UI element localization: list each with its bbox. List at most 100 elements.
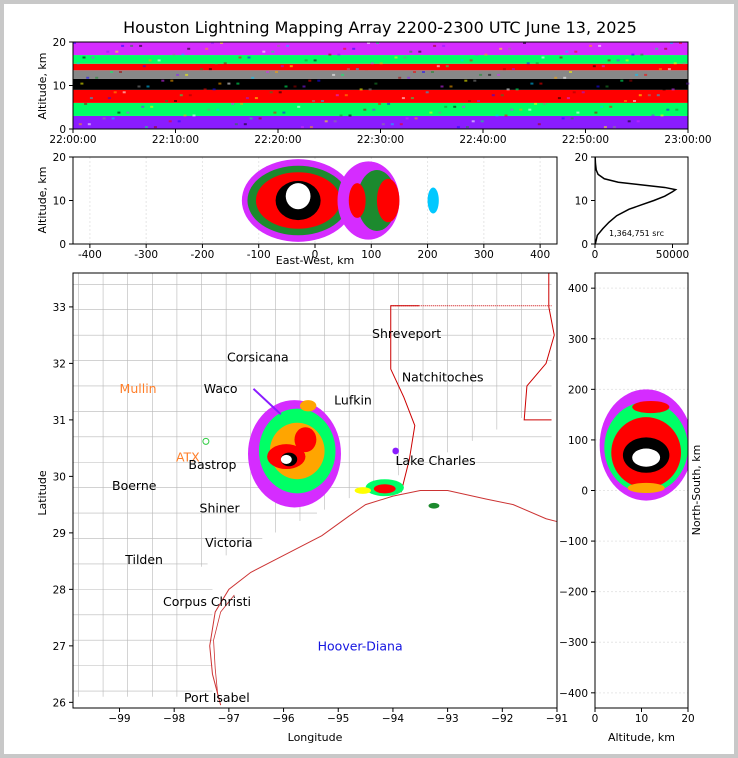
source-speckle <box>589 44 593 47</box>
source-speckle <box>620 79 624 82</box>
source-speckle <box>95 76 99 79</box>
source-speckle <box>374 82 378 85</box>
source-speckle <box>480 120 484 123</box>
source-speckle <box>107 97 111 100</box>
source-speckle <box>574 50 578 53</box>
source-speckle <box>383 82 387 85</box>
source-speckle <box>554 76 558 79</box>
source-speckle <box>635 73 639 76</box>
city-label: Shiner <box>200 501 241 516</box>
source-speckle <box>407 76 411 79</box>
altitude-histogram-panel: 1,364,751 src 0 50000 0 10 20 <box>575 152 690 261</box>
source-speckle <box>640 53 644 56</box>
altitude-band <box>73 78 688 90</box>
source-speckle <box>273 111 277 114</box>
source-density-cell <box>285 183 311 210</box>
source-speckle <box>664 47 668 50</box>
source-speckle <box>401 97 405 100</box>
y-tick-label: 27 <box>53 641 66 653</box>
source-speckle <box>231 102 235 105</box>
y-tick-label: 0 <box>59 239 66 251</box>
source-speckle <box>238 56 242 59</box>
source-speckle <box>576 111 580 114</box>
city-label: Bastrop <box>188 457 236 472</box>
source-speckle <box>502 68 506 71</box>
source-speckle <box>462 105 466 108</box>
source-speckle <box>570 117 574 120</box>
source-speckle <box>468 100 471 102</box>
source-speckle <box>370 62 374 65</box>
source-speckle <box>442 44 446 47</box>
source-speckle <box>187 47 191 50</box>
source-speckle <box>387 102 391 105</box>
y-axis-label: North-South, km <box>690 445 703 536</box>
y-tick-label: 20 <box>575 152 588 164</box>
source-speckle <box>399 123 403 126</box>
source-speckle <box>223 62 227 65</box>
y-tick-label: 10 <box>53 81 66 93</box>
source-speckle <box>278 91 282 94</box>
source-speckle <box>84 102 88 105</box>
source-speckle <box>227 82 231 85</box>
source-speckle <box>656 94 660 97</box>
lightning-streak <box>252 388 282 415</box>
source-speckle <box>130 44 134 47</box>
altitude-band <box>73 55 688 64</box>
source-speckle <box>666 108 670 111</box>
x-tick-label: 200 <box>418 249 438 261</box>
source-speckle <box>557 97 561 100</box>
source-speckle <box>251 76 255 79</box>
source-speckle <box>475 53 479 56</box>
y-tick-label: 31 <box>53 415 66 427</box>
source-speckle <box>675 108 679 111</box>
source-speckle <box>499 47 503 50</box>
source-speckle <box>249 117 253 120</box>
source-speckle <box>460 59 464 62</box>
source-speckle <box>390 123 394 126</box>
source-speckle <box>438 111 442 114</box>
source-speckle <box>469 59 473 62</box>
source-speckle <box>464 79 468 82</box>
source-speckle <box>431 71 434 73</box>
density-layer <box>241 159 439 242</box>
x-tick-label: 22:50:00 <box>562 134 609 146</box>
source-speckle <box>289 65 293 68</box>
source-speckle <box>679 42 682 44</box>
source-speckle <box>308 79 312 82</box>
source-density-cell <box>348 183 366 218</box>
source-speckle <box>266 71 269 73</box>
source-speckle <box>181 53 185 56</box>
source-density-cell <box>428 502 440 509</box>
source-speckle <box>594 111 598 114</box>
city-label: Natchitoches <box>402 370 484 385</box>
source-density-cell <box>299 400 317 412</box>
x-tick-label: 0 <box>312 249 319 261</box>
source-speckle <box>465 126 469 129</box>
density-layer <box>248 388 440 509</box>
source-speckle <box>651 114 655 117</box>
y-tick-label: 26 <box>53 697 67 709</box>
source-density-cell <box>427 187 439 214</box>
source-speckle <box>335 94 339 97</box>
altitude-band <box>73 70 688 79</box>
altitude-band <box>73 102 688 116</box>
y-tick-label: 0 <box>581 486 588 498</box>
source-speckle <box>245 97 249 100</box>
source-speckle <box>671 88 675 91</box>
source-speckle <box>80 82 84 85</box>
source-speckle <box>234 123 238 126</box>
source-speckle <box>152 79 156 82</box>
y-tick-label: 33 <box>53 302 66 314</box>
source-speckle <box>523 42 526 44</box>
x-tick-label: −91 <box>546 713 568 725</box>
source-speckle <box>333 120 337 123</box>
y-tick-label: −200 <box>559 587 588 599</box>
source-speckle <box>243 123 247 126</box>
source-speckle <box>73 42 76 44</box>
x-tick-label: 50000 <box>656 249 689 261</box>
source-speckle <box>275 71 278 73</box>
source-speckle <box>526 62 530 65</box>
source-speckle <box>429 111 433 114</box>
y-tick-label: 10 <box>53 196 66 208</box>
source-speckle <box>398 76 402 79</box>
